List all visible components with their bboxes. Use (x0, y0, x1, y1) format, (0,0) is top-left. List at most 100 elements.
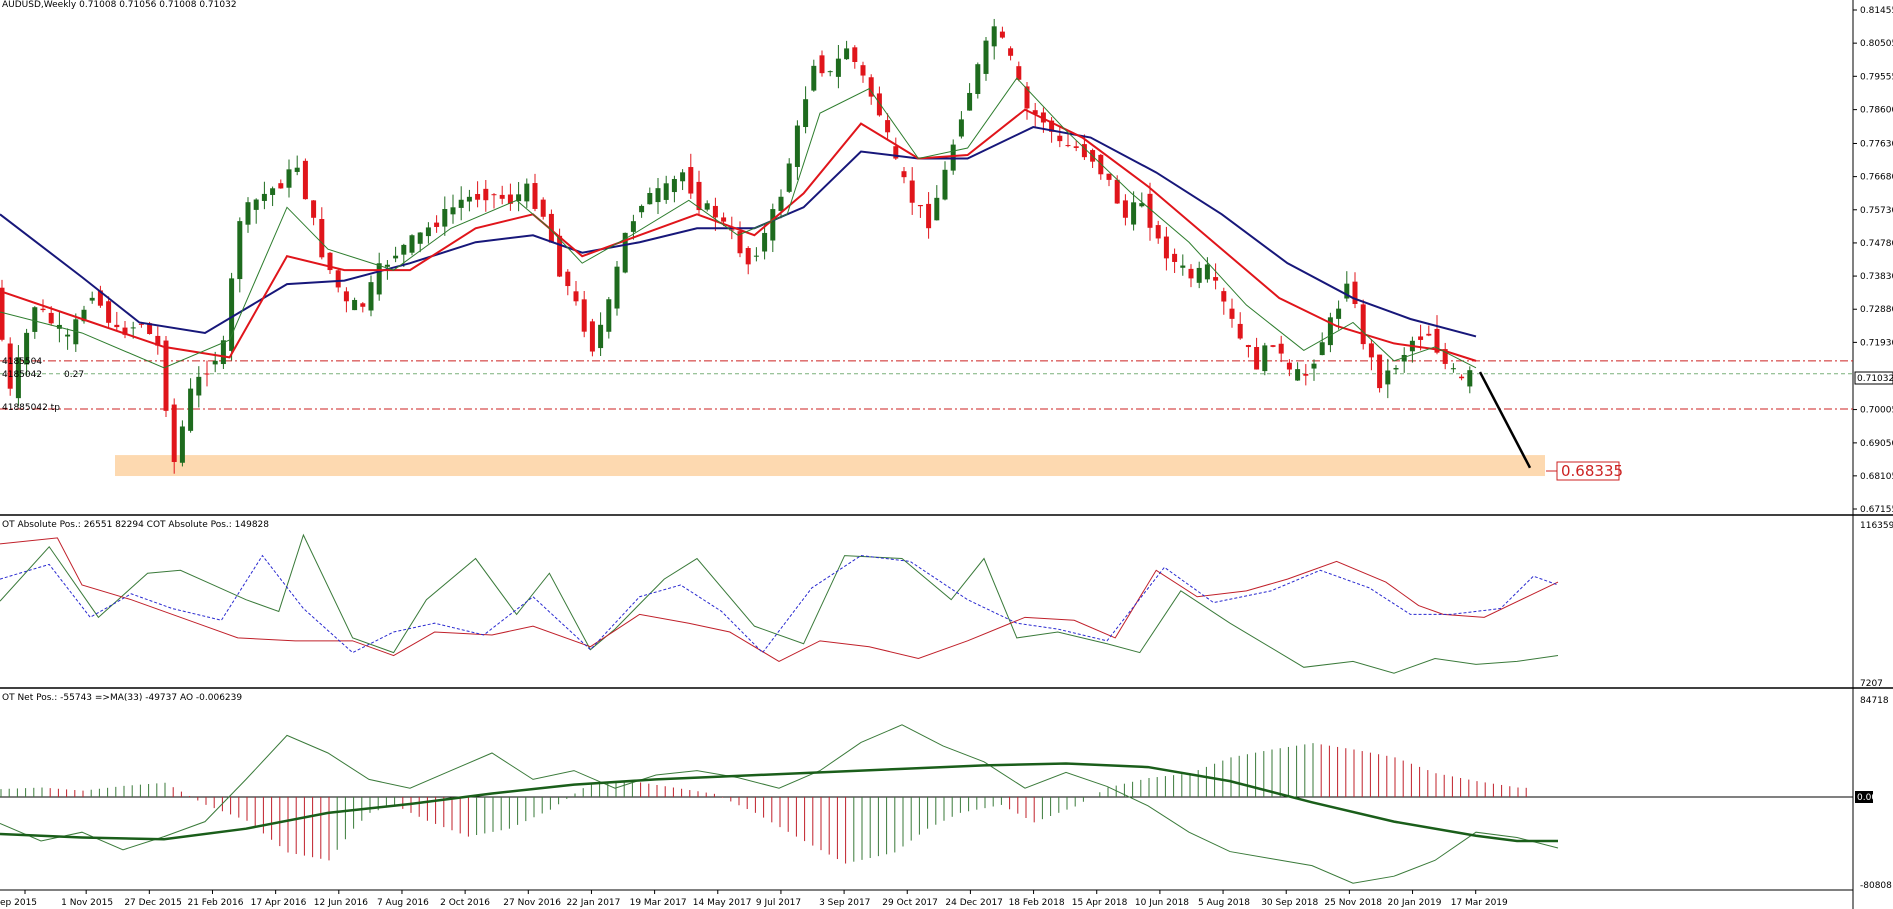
candle-body (1467, 370, 1473, 387)
candle-body (89, 297, 95, 301)
candle-body (409, 235, 415, 253)
candle-body (1172, 253, 1178, 262)
candle-body (712, 205, 718, 218)
candle-body (745, 248, 751, 265)
candle-body (97, 290, 103, 306)
candle-body (1319, 342, 1325, 356)
candle-body (311, 200, 317, 218)
time-tick-label: 22 Jan 2017 (566, 898, 620, 908)
candle-body (0, 287, 5, 340)
candle-body (598, 324, 604, 349)
candle-body (901, 171, 907, 178)
candle-body (614, 266, 620, 309)
candle-body (1098, 154, 1104, 175)
candle-body (516, 194, 522, 202)
cot-absolute-lines (0, 533, 1559, 674)
candlesticks (0, 18, 1473, 474)
ma-fast-line (0, 77, 1477, 369)
candle-body (1418, 336, 1424, 340)
price-tick-label: 0.80505 (1860, 39, 1893, 49)
candle-body (565, 271, 571, 287)
support-zone (115, 455, 1545, 477)
candle-body (1450, 368, 1456, 370)
candle-body (696, 181, 702, 211)
candle-body (663, 183, 669, 200)
candle-body (680, 172, 686, 182)
moving-averages (0, 77, 1477, 369)
cot-net-scale-min: -80808 (1860, 881, 1892, 891)
candle-body (1073, 146, 1079, 148)
candle-body (483, 188, 489, 201)
time-tick-label: 21 Feb 2016 (187, 898, 243, 908)
candle-body (1049, 120, 1055, 132)
candle-body (1081, 144, 1087, 158)
projection-arrow (1478, 371, 1532, 469)
candle-body (368, 282, 374, 311)
candle-body (811, 65, 817, 91)
time-tick-label: 10 Jun 2018 (1135, 898, 1189, 908)
candle-body (220, 340, 226, 365)
cot-abs-title: OT Absolute Pos.: 26551 82294 COT Absolu… (2, 520, 269, 530)
time-tick-label: 29 Oct 2017 (882, 898, 938, 908)
candle-body (704, 203, 710, 210)
price-tick-label: 0.67155 (1860, 505, 1893, 515)
candle-body (1065, 145, 1071, 147)
candle-body (557, 235, 563, 277)
candle-body (1131, 202, 1137, 225)
candle-body (475, 194, 481, 200)
candle-body (1278, 343, 1284, 354)
cot-net-zero-box (1855, 791, 1873, 803)
time-tick-label: 3 Sep 2017 (819, 898, 870, 908)
candle-body (1295, 369, 1301, 381)
candle-body (1352, 281, 1358, 304)
candle-body (343, 291, 349, 302)
candle-body (1237, 323, 1243, 339)
time-tick-label: 30 Sep 2018 (1261, 898, 1318, 908)
candle-body (1155, 225, 1161, 239)
candle-body (499, 194, 505, 199)
time-tick-label: 27 Nov 2016 (503, 898, 561, 908)
candle-body (48, 312, 54, 324)
candle-body (622, 232, 628, 273)
candle-body (688, 167, 694, 194)
candle-body (885, 120, 891, 133)
candle-body (1393, 367, 1399, 370)
candle-body (909, 180, 915, 203)
candle-body (762, 232, 768, 252)
candle-body (1344, 283, 1350, 299)
candle-body (1401, 354, 1407, 362)
horizontal-levels (0, 360, 1853, 410)
candle-body (327, 252, 333, 271)
candle-body (1426, 333, 1432, 336)
time-tick-label: 12 Jun 2016 (314, 898, 368, 908)
candle-body (278, 183, 284, 189)
cot-net-scale-zero: 0.00 (1857, 793, 1877, 803)
candle-body (1057, 135, 1063, 142)
candle-body (917, 204, 923, 207)
time-tick-label: 15 Apr 2018 (1072, 898, 1128, 908)
candle-body (229, 278, 235, 351)
candle-body (442, 209, 448, 227)
cot-net-scale-max: 84718 (1860, 696, 1889, 706)
candle-body (384, 264, 390, 267)
candle-body (581, 299, 587, 332)
candle-body (844, 48, 850, 60)
candle-body (1368, 343, 1374, 358)
candle-body (1024, 86, 1030, 109)
candle-body (926, 203, 932, 229)
time-tick-label: 5 Aug 2018 (1198, 898, 1250, 908)
candle-body (991, 26, 997, 47)
candle-body (179, 426, 185, 463)
time-tick-label: 25 Nov 2018 (1324, 898, 1382, 908)
candle-body (212, 360, 218, 365)
candle-body (7, 343, 13, 389)
candle-body (794, 125, 800, 167)
candle-body (261, 193, 267, 201)
candle-body (302, 160, 308, 200)
time-tick-label: 17 Mar 2019 (1451, 898, 1508, 908)
candle-body (1163, 236, 1169, 259)
